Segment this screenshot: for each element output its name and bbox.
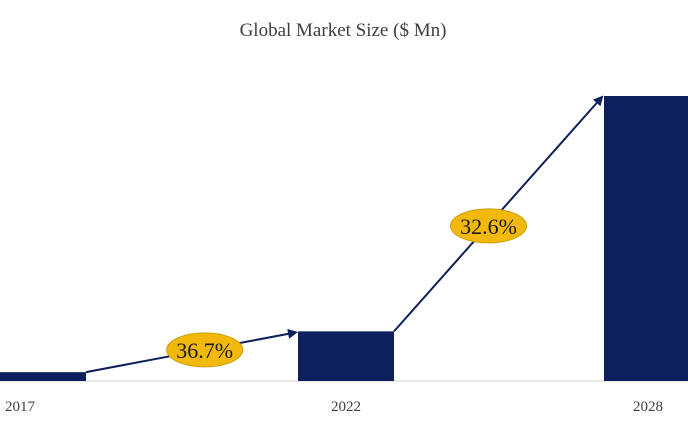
growth-badge-label: 36.7% (176, 338, 233, 363)
x-tick-label-2028: 2028 (633, 399, 663, 415)
chart-title: Global Market Size ($ Mn) (240, 20, 447, 41)
x-tick-label-2017: 2017 (5, 399, 36, 415)
bars-layer (0, 96, 688, 381)
growth-badge-shape (450, 208, 527, 244)
growth-badge-label: 32.6% (460, 214, 517, 239)
x-tick-label-2022: 2022 (331, 399, 361, 415)
growth-badge-shape (166, 332, 244, 368)
growth-badge-2017-2022: 36.7% (166, 332, 244, 368)
bar-2022 (298, 331, 394, 381)
growth-arrows-layer (85, 95, 604, 374)
growth-badge-2022-2028: 32.6% (450, 208, 527, 244)
bar-2028 (604, 96, 688, 381)
x-tick-labels-layer: 2017 2022 2028 (5, 399, 663, 415)
growth-badges-layer: 36.7% 32.6% (166, 208, 527, 368)
bar-2017 (0, 372, 86, 381)
